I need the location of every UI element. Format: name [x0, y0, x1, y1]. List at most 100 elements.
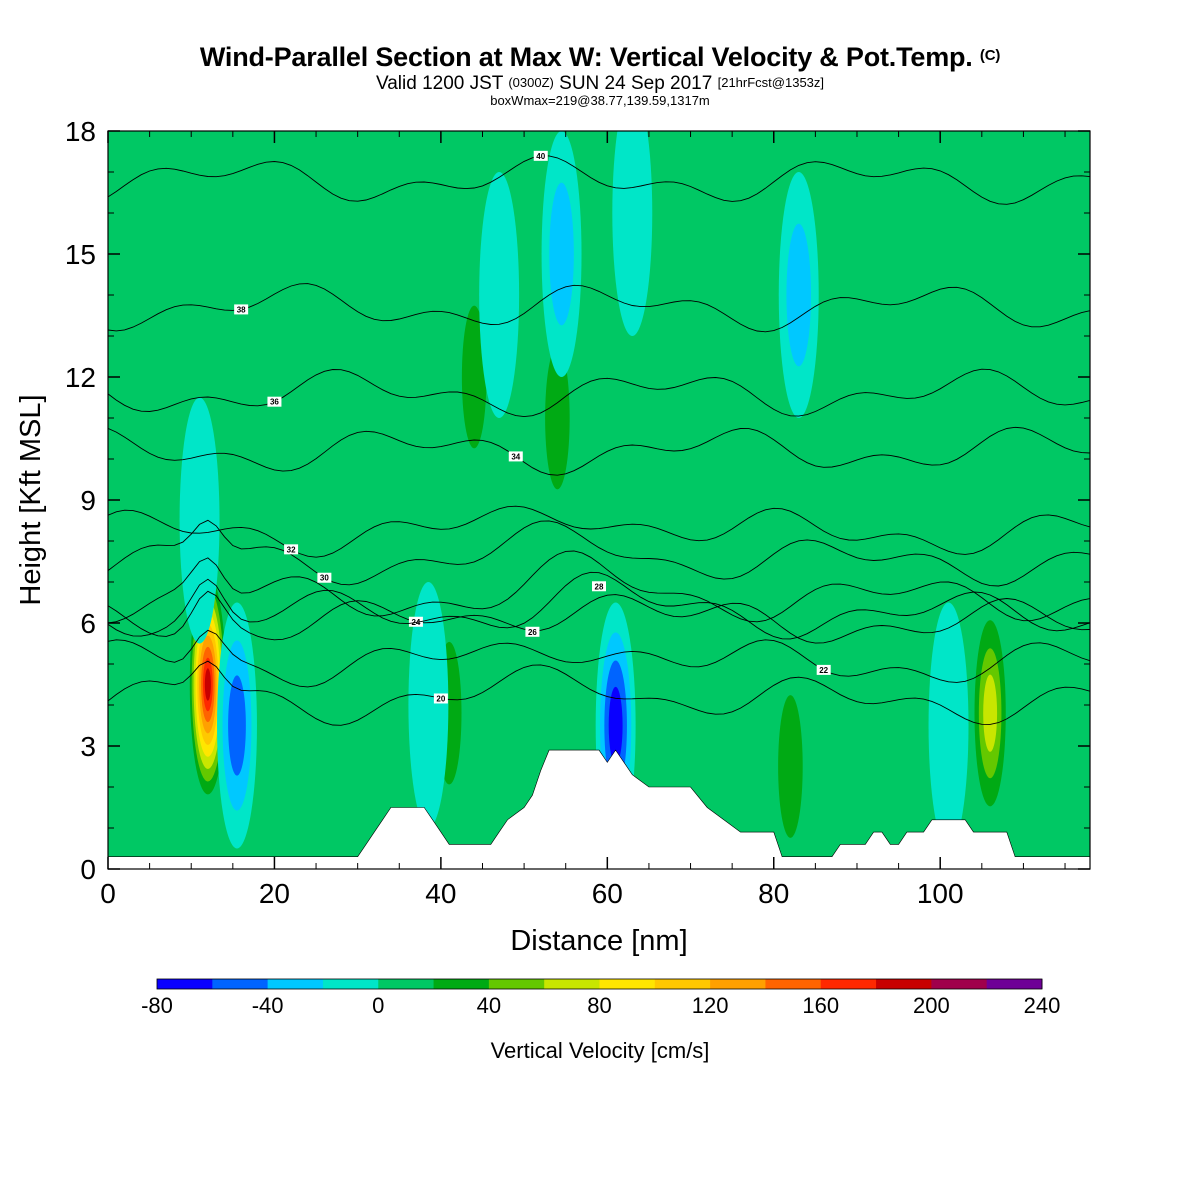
colorbar: -80 -40 0 40 80 120 160 200 240: [141, 978, 1061, 1018]
downdraft-cell-0-band-3: [608, 686, 623, 765]
isentrope-label-bg-22: [816, 664, 831, 675]
isentrope-label-bg-20: [433, 693, 448, 704]
colorbar-segment-10: [710, 979, 766, 989]
colorbar-label-3: 40: [477, 993, 501, 1018]
colorbar-label-6: 160: [802, 993, 839, 1018]
downdraft-cell-1-band-2: [228, 675, 246, 776]
isentrope-30: [108, 519, 1090, 587]
isentrope-40: [108, 155, 1090, 205]
x-axis-title: Distance [nm]: [510, 925, 687, 957]
downdraft-cell-8-band-0: [612, 131, 653, 336]
colorbar-label-0: -80: [141, 993, 173, 1018]
colorbar-segment-9: [654, 979, 711, 989]
isentrope-22: [108, 629, 1090, 688]
updraft-cell-0-band-9: [204, 668, 211, 701]
updraft-cell-1-band-3: [983, 674, 998, 752]
isentrope-label-bg-28: [592, 581, 606, 592]
colorbar-segment-13: [876, 979, 932, 989]
terrain-mask: [108, 749, 1090, 869]
downdraft-cell-2-band-1: [549, 182, 574, 326]
colorbar-segment-11: [765, 979, 822, 989]
colorbar-segment-3: [322, 979, 379, 989]
chart-subtitle: Valid 1200 JST (0300Z) SUN 24 Sep 2017 […: [375, 73, 825, 94]
isentrope-32: [108, 505, 1090, 558]
isentrope-label-36: 36: [270, 398, 279, 407]
chart-box-info: boxWmax=219@38.77,139.59,1317m: [490, 93, 710, 108]
downdraft-cell-5-band-0: [479, 172, 520, 418]
chart-title: Wind-Parallel Section at Max W: Vertical…: [199, 42, 1001, 72]
x-tick-label-5: 100: [917, 878, 964, 909]
updraft-cell-5-band-1: [461, 305, 487, 449]
isentrope-26: [108, 571, 1090, 640]
x-tick-label-2: 40: [425, 878, 456, 909]
isentrope-24: [108, 590, 1090, 644]
isentrope-label-32: 32: [287, 545, 296, 554]
colorbar-label-7: 200: [913, 993, 950, 1018]
colorbar-label-2: 0: [372, 993, 384, 1018]
colorbar-label-1: -40: [252, 993, 284, 1018]
updraft-cell-12-band-0: [712, 418, 753, 664]
terrain: [108, 749, 1090, 869]
x-tick-label-4: 80: [758, 878, 789, 909]
isentrope-label-bg-34: [508, 451, 523, 462]
colorbar-segment-4: [378, 979, 435, 989]
updraft-cell-13-band-0: [1003, 172, 1044, 418]
isentrope-label-bg-30: [317, 572, 332, 583]
isentrope-38: [108, 283, 1090, 333]
colorbar-segment-7: [544, 979, 600, 989]
y-tick-label-6: 18: [65, 116, 96, 147]
colorbar-label-4: 80: [587, 993, 611, 1018]
downdraft-cell-4-band-0: [408, 582, 449, 828]
isentrope-label-bg-36: [267, 396, 282, 407]
isentrope-label-40: 40: [536, 152, 545, 161]
updraft-cell-11-band-0: [337, 131, 378, 377]
x-tick-label-0: 0: [100, 878, 116, 909]
downdraft-cell-7-band-0: [179, 397, 220, 644]
colorbar-segment-12: [820, 979, 877, 989]
colorbar-label-8: 240: [1024, 993, 1061, 1018]
colorbar-segment-15: [986, 979, 1043, 989]
y-tick-label-4: 12: [65, 362, 96, 393]
colorbar-segment-5: [433, 979, 490, 989]
updraft-cell-4-band-1: [545, 346, 570, 490]
updraft-cell-6-band-0: [229, 254, 270, 500]
isentrope-34: [108, 426, 1090, 476]
downdraft-cell-6-band-0: [928, 602, 969, 849]
y-axis-title: Height [Kft MSL]: [15, 394, 47, 605]
colorbar-label-5: 120: [692, 993, 729, 1018]
isentrope-label-bg-26: [525, 626, 540, 637]
isentrope-label-20: 20: [436, 694, 445, 703]
isentrope-label-bg-32: [284, 544, 299, 555]
updraft-cell-3-band-1: [778, 695, 803, 838]
colorbar-segment-2: [267, 979, 324, 989]
colorbar-frame: [156, 978, 1043, 990]
y-tick-label-0: 0: [80, 854, 96, 885]
x-tick-label-3: 60: [592, 878, 623, 909]
isentrope-label-22: 22: [819, 666, 828, 675]
x-tick-label-1: 20: [259, 878, 290, 909]
colorbar-title: Vertical Velocity [cm/s]: [491, 1038, 710, 1063]
y-tick-label-1: 3: [80, 731, 96, 762]
isentrope-label-34: 34: [511, 452, 520, 461]
isentrope-label-bg-40: [533, 150, 548, 161]
y-tick-label-3: 9: [80, 485, 96, 516]
isentrope-20: [108, 660, 1090, 726]
updraft-cell-7-band-0: [653, 213, 694, 459]
colorbar-segment-1: [212, 979, 269, 989]
title-block: Wind-Parallel Section at Max W: Vertical…: [0, 40, 1200, 108]
y-tick-label-2: 6: [80, 608, 96, 639]
colorbar-segment-14: [931, 979, 988, 989]
isentrope-28: [108, 550, 1090, 624]
downdraft-cell-3-band-1: [786, 223, 812, 367]
isentrope-label-30: 30: [320, 574, 329, 583]
isentrope-label-bg-24: [408, 616, 423, 627]
velocity-field: [108, 131, 1090, 869]
colorbar-segment-6: [488, 979, 545, 989]
isentrope-label-38: 38: [237, 305, 246, 314]
isentrope-label-26: 26: [528, 628, 537, 637]
isentrope-label-28: 28: [595, 582, 604, 591]
updraft-cell-10-band-0: [129, 254, 170, 500]
